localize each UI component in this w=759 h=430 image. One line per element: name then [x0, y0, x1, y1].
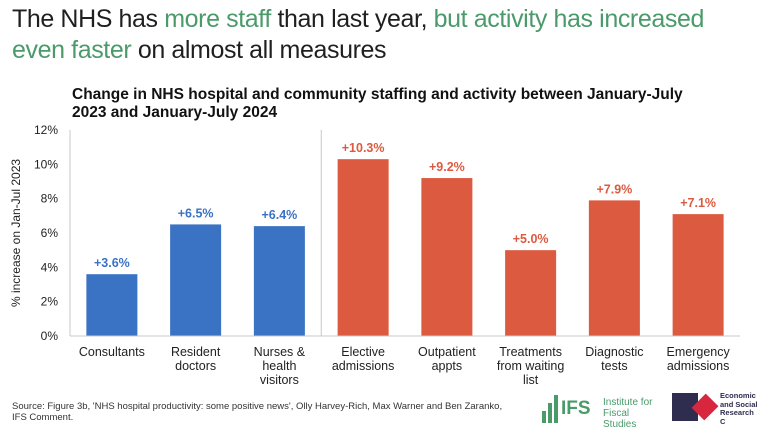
y-tick-label: 8% [41, 192, 59, 206]
y-tick-label: 2% [41, 295, 59, 309]
headline-part1: The NHS has [12, 5, 165, 33]
category-label: Nurses & health visitors [254, 345, 306, 387]
category-label: Emergency admissions [667, 345, 731, 373]
axes [69, 130, 740, 337]
bar [86, 274, 138, 336]
headline-part4: but activity has increased even faster [12, 5, 704, 64]
data-label: +9.2% [429, 160, 465, 174]
chart-title: Change in NHS hospital and community sta… [72, 86, 683, 121]
y-axis-label-group: % increase on Jan-Jul 2023 [9, 159, 23, 307]
data-label: +5.0% [513, 232, 549, 246]
ifs-mark: IFS [561, 398, 591, 419]
y-tick-label: 12% [34, 123, 58, 137]
source-note: Source: Figure 3b, 'NHS hospital product… [12, 401, 503, 423]
ifs-bars-icon [542, 395, 558, 423]
page-headline: The NHS has more staff than last year, b… [12, 4, 752, 66]
data-labels: +3.6% +6.5% +6.4% +10.3% +9.2% +5.0% +7.9% +7.1… [94, 141, 716, 270]
headline-part2: more staff [164, 5, 271, 33]
headline-part3: than last year, [270, 5, 434, 33]
data-label: +6.4% [261, 208, 297, 222]
ukri-name: Economic and Social Research C [720, 391, 758, 426]
data-label: +10.3% [342, 141, 385, 155]
y-tick-label: 4% [41, 260, 59, 274]
category-label: Outpatient appts [418, 345, 476, 373]
bar [588, 200, 640, 336]
category-label: Elective admissions [332, 345, 395, 373]
data-label: +6.5% [178, 206, 214, 220]
ukri-logo: Economic and Social Research C [668, 391, 759, 427]
ifs-logo: IFS Institute for Fiscal Studies [541, 391, 661, 430]
ifs-name: Institute for Fiscal Studies [603, 397, 653, 430]
headline-part5: on almost all measures [131, 36, 387, 64]
y-tick-label: 10% [34, 157, 58, 171]
data-label: +3.6% [94, 256, 130, 270]
y-axis-label: % increase on Jan-Jul 2023 [9, 159, 23, 307]
category-label: Resident doctors [171, 345, 221, 373]
bars [86, 159, 724, 336]
bar [253, 226, 305, 336]
category-labels: Consultants Resident doctors Nurses & health… [79, 345, 731, 387]
bar [505, 250, 557, 336]
bar [170, 224, 222, 336]
category-label: Diagnostic tests [585, 345, 643, 373]
y-tick-labels: 0% 2% 4% 6% 8% 10% 12% [34, 123, 58, 343]
bar [421, 178, 473, 336]
category-label: Treatments from waiting list [497, 345, 564, 387]
category-label: Consultants [79, 345, 145, 359]
data-label: +7.9% [596, 182, 632, 196]
y-tick-label: 6% [41, 226, 59, 240]
bar [672, 214, 724, 336]
data-label: +7.1% [680, 196, 716, 210]
bar [337, 159, 389, 336]
y-tick-label: 0% [41, 329, 59, 343]
